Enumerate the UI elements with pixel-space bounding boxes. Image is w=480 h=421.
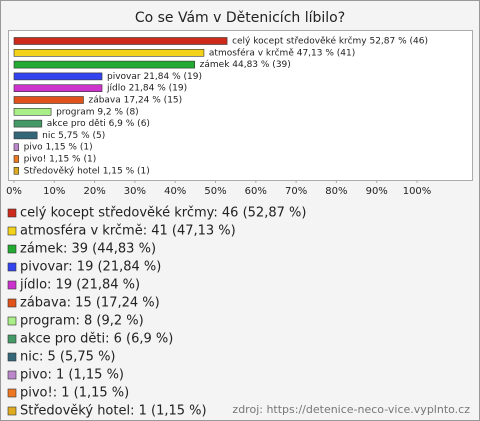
bar bbox=[13, 143, 19, 151]
x-tick-label: 100% bbox=[403, 186, 432, 197]
bar-label: zábava 17,24 % (15) bbox=[88, 96, 182, 106]
legend-swatch bbox=[7, 262, 17, 272]
bar bbox=[13, 119, 43, 128]
x-tick-label: 90% bbox=[366, 186, 388, 197]
legend-label: akce pro děti: 6 (6,9 %) bbox=[20, 332, 173, 347]
x-tick-label: 50% bbox=[204, 186, 226, 197]
legend-swatch bbox=[7, 406, 17, 416]
bar bbox=[13, 167, 19, 175]
legend-swatch bbox=[7, 280, 17, 290]
legend-label: atmosféra v krčmě: 41 (47,13 %) bbox=[20, 224, 236, 239]
bar bbox=[13, 84, 103, 92]
x-tick-label: 10% bbox=[43, 186, 65, 197]
legend-swatch bbox=[7, 298, 17, 308]
legend-swatch bbox=[7, 370, 17, 380]
chart-title: Co se Vám v Dětenicích líbilo? bbox=[135, 10, 345, 26]
legend-label: zábava: 15 (17,24 %) bbox=[20, 296, 160, 311]
bar bbox=[13, 108, 52, 116]
bar-label: pivo 1,15 % (1) bbox=[24, 143, 93, 153]
x-tick-label: 40% bbox=[164, 186, 186, 197]
legend-label: pivovar: 19 (21,84 %) bbox=[20, 260, 161, 275]
x-tick-label: 60% bbox=[245, 186, 267, 197]
legend-label: nic: 5 (5,75 %) bbox=[20, 350, 116, 365]
legend-swatch bbox=[7, 208, 17, 218]
legend-swatch bbox=[7, 352, 17, 362]
legend-swatch bbox=[7, 316, 17, 326]
legend-label: celý kocept středověké krčmy: 46 (52,87 … bbox=[20, 206, 306, 221]
bar bbox=[13, 37, 228, 45]
bar-label: akce pro děti 6,9 % (6) bbox=[47, 119, 150, 129]
bar-label: jídlo 21,84 % (19) bbox=[106, 84, 187, 94]
legend-label: pivo: 1 (1,15 %) bbox=[20, 368, 124, 383]
bar-label: nic 5,75 % (5) bbox=[42, 131, 105, 141]
bar-label: program 9,2 % (8) bbox=[56, 107, 139, 117]
legend-label: pivo!: 1 (1,15 %) bbox=[20, 386, 129, 401]
legend-label: program: 8 (9,2 %) bbox=[20, 314, 144, 329]
bar bbox=[13, 96, 84, 104]
x-tick-label: 70% bbox=[285, 186, 307, 197]
bar-label: zámek 44,83 % (39) bbox=[200, 60, 291, 70]
bar bbox=[13, 72, 103, 81]
bar-label: atmosféra v krčmě 47,13 % (41) bbox=[209, 47, 355, 58]
bar bbox=[13, 155, 19, 163]
legend-label: Středověký hotel: 1 (1,15 %) bbox=[20, 404, 207, 419]
legend-label: zámek: 39 (44,83 %) bbox=[20, 242, 156, 257]
legend-label: jídlo: 19 (21,84 %) bbox=[19, 278, 140, 293]
bar-label: celý kocept středověké krčmy 52,87 % (46… bbox=[232, 36, 428, 47]
bar bbox=[13, 48, 205, 57]
bar bbox=[13, 131, 38, 140]
x-tick-label: 80% bbox=[325, 186, 347, 197]
x-tick-label: 20% bbox=[83, 186, 105, 197]
bar bbox=[13, 60, 195, 69]
legend-swatch bbox=[7, 388, 17, 398]
legend-swatch bbox=[7, 244, 17, 254]
legend-swatch bbox=[7, 226, 17, 236]
x-tick-label: 0% bbox=[6, 186, 22, 197]
bar-label: Středověký hotel 1,15 % (1) bbox=[24, 166, 150, 176]
bar-label: pivo! 1,15 % (1) bbox=[24, 155, 97, 165]
legend-swatch bbox=[7, 334, 17, 344]
x-tick-label: 30% bbox=[124, 186, 146, 197]
source: zdroj: https://detenice-neco-vice.vyplnt… bbox=[232, 403, 470, 416]
bar-label: pivovar 21,84 % (19) bbox=[107, 72, 202, 82]
